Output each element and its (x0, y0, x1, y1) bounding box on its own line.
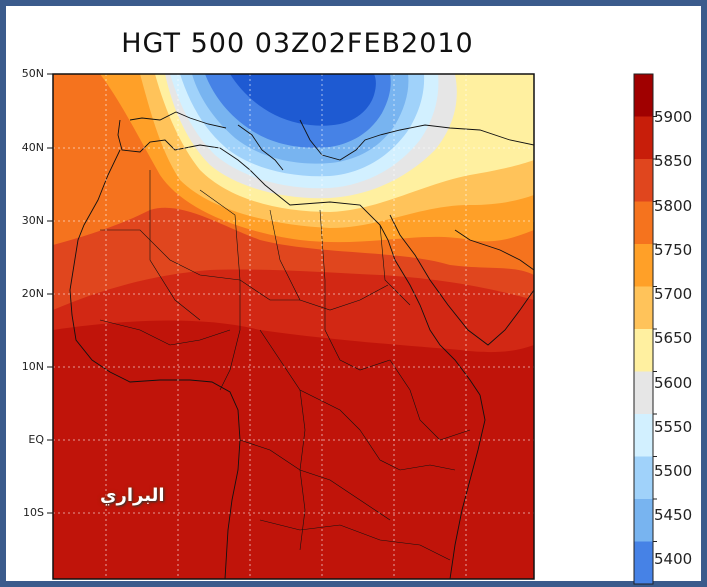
colorbar-label-5900: 5900 (654, 108, 693, 126)
colorbar-label-5700: 5700 (654, 285, 693, 303)
lat-label-40n: 40N (21, 141, 44, 154)
colorbar-segment (634, 116, 653, 159)
lat-label-30n: 30N (21, 214, 44, 227)
colorbar-label-5500: 5500 (654, 462, 693, 480)
colorbar-label-5800: 5800 (654, 197, 693, 215)
colorbar-label-5400: 5400 (654, 550, 693, 568)
colorbar-segment (634, 329, 653, 372)
colorbar-segment (634, 159, 653, 202)
map-border (52, 73, 535, 580)
country-borders (99, 170, 471, 561)
colorbar (633, 73, 657, 585)
colorbar-segment (634, 244, 653, 287)
colorbar-label-5450: 5450 (654, 506, 693, 524)
colorbar-label-5750: 5750 (654, 241, 693, 259)
height-field (53, 74, 534, 579)
colorbar-label-5550: 5550 (654, 418, 693, 436)
lat-label-10s: 10S (23, 506, 44, 519)
colorbar-segment (634, 201, 653, 244)
lat-label-10n: 10N (21, 360, 44, 373)
colorbar-segment (634, 414, 653, 457)
latitude-ticks (47, 73, 53, 514)
lat-label-20n: 20N (21, 287, 44, 300)
contour-5300 (230, 74, 376, 126)
colorbar-segment (634, 541, 653, 584)
colorbar-segment (634, 286, 653, 329)
map-title: HGT 500 03Z02FEB2010 (121, 28, 474, 59)
colorbar-segment (634, 499, 653, 542)
gridlines (53, 74, 534, 579)
watermark-text: البراري (100, 485, 165, 506)
colorbar-segment (634, 371, 653, 414)
colorbar-label-5650: 5650 (654, 329, 693, 347)
lat-label-eq: EQ (28, 433, 44, 446)
lat-label-50n: 50N (21, 67, 44, 80)
colorbar-segment (634, 74, 653, 117)
colorbar-segment (634, 456, 653, 499)
colorbar-label-5600: 5600 (654, 374, 693, 392)
colorbar-label-5850: 5850 (654, 152, 693, 170)
